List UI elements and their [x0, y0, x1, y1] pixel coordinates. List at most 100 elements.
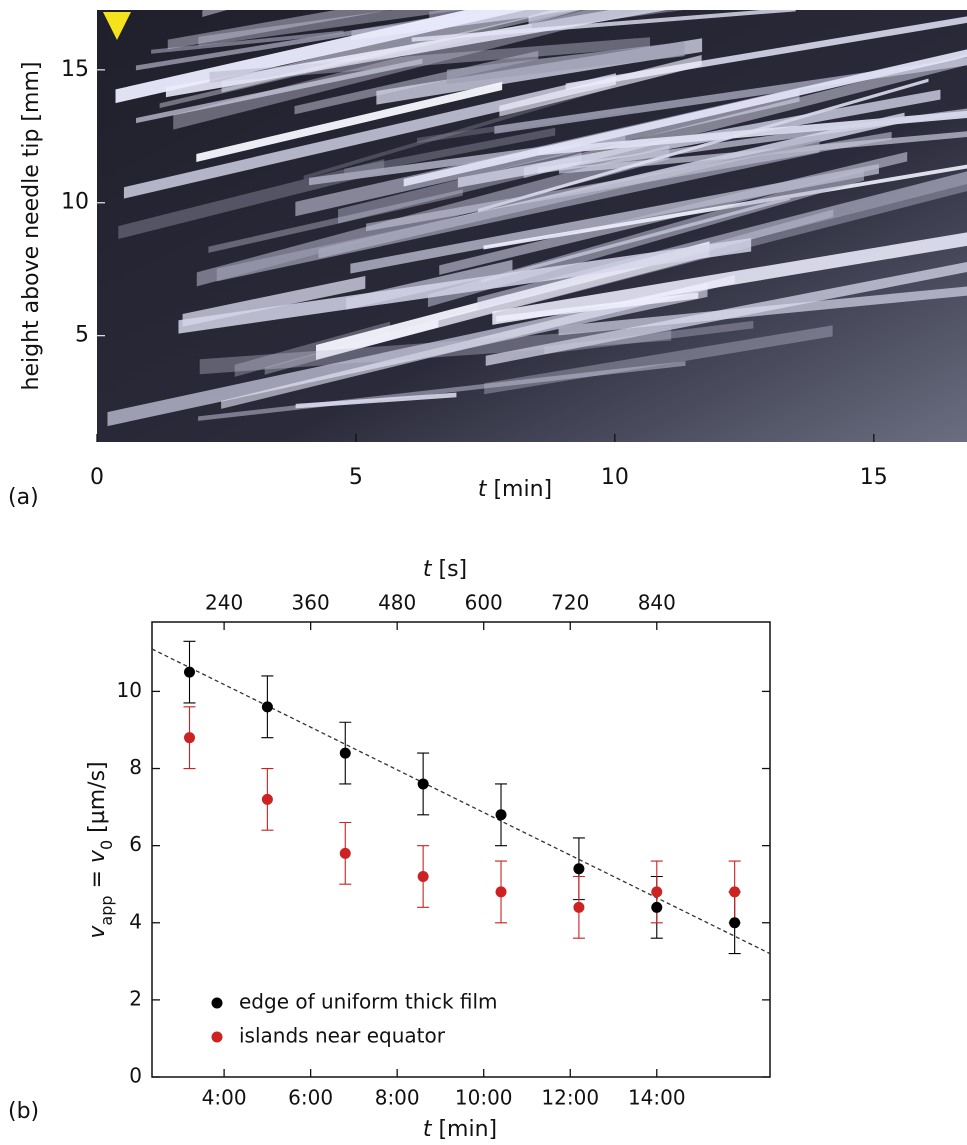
y-label-part: [µm/s] — [85, 761, 110, 839]
data-point — [417, 870, 429, 882]
kymo-band — [344, 127, 556, 177]
y-label-part: = — [85, 863, 110, 895]
kymo-band — [538, 110, 967, 156]
x-tick-label: 12:00 — [541, 1086, 599, 1110]
kymograph-image — [97, 10, 967, 442]
y-tick-label: 0 — [129, 1064, 142, 1088]
y-axis-label: height above needle tip [mm] — [19, 62, 44, 391]
y-tick-label: 6 — [129, 832, 142, 856]
kymo-band — [537, 108, 967, 174]
kymo-band — [221, 10, 563, 93]
data-point — [417, 778, 429, 790]
y-axis-label: vapp = v0 [µm/s] — [85, 761, 116, 938]
y-label-part: v — [85, 925, 110, 939]
y-tick-label: 2 — [129, 986, 142, 1010]
legend-marker — [211, 997, 223, 1009]
kymo-band — [477, 171, 967, 311]
y-tick-label: 10 — [61, 190, 89, 215]
data-point — [495, 886, 507, 898]
legend-label: edge of uniform thick film — [239, 990, 498, 1014]
y-tick-label: 8 — [129, 755, 142, 779]
kymo-band — [429, 10, 487, 19]
kymo-band — [416, 106, 630, 144]
data-point — [339, 847, 351, 859]
kymo-band — [499, 54, 702, 117]
data-point — [183, 666, 195, 678]
data-point — [495, 809, 507, 821]
kymo-band — [295, 392, 457, 409]
kymo-band — [199, 325, 672, 375]
legend-label: islands near equator — [239, 1024, 446, 1048]
fit-line — [151, 648, 771, 955]
x2-tick-label: 840 — [638, 591, 676, 615]
x-axis-label: t [min] — [423, 1117, 497, 1142]
x-tick-label: 15 — [860, 465, 888, 490]
y-tick-label: 10 — [117, 678, 142, 702]
kymo-band — [209, 37, 651, 83]
x-axis-label: t [min] — [478, 477, 552, 502]
kymo-band — [446, 41, 685, 85]
data-point — [183, 732, 195, 744]
data-point — [261, 701, 273, 713]
marker-triangle — [103, 12, 131, 40]
x-label-part: [min] — [431, 1117, 497, 1142]
data-point — [573, 863, 585, 875]
kymo-band — [303, 84, 611, 180]
data-point — [261, 793, 273, 805]
kymo-band — [483, 164, 967, 250]
kymo-band — [366, 131, 892, 232]
kymo-band — [403, 49, 967, 187]
data-point — [651, 886, 663, 898]
y-label-part: 0 — [97, 840, 116, 850]
data-point — [729, 886, 741, 898]
x-label-part: [min] — [486, 477, 552, 502]
x-tick-label: 0 — [90, 465, 104, 490]
x2-label-part: t — [423, 557, 433, 582]
x-label-part: t — [478, 477, 488, 502]
kymo-band — [151, 30, 344, 54]
x2-tick-label: 480 — [378, 591, 416, 615]
x2-tick-label: 720 — [551, 591, 589, 615]
x-label-part: t — [423, 1117, 433, 1142]
x-tick-label: 6:00 — [288, 1086, 333, 1110]
kymo-band — [484, 325, 833, 395]
x2-axis-label: t [s] — [423, 557, 467, 582]
plot-frame — [151, 621, 771, 1078]
x-tick-label: 10 — [601, 465, 629, 490]
kymo-band — [123, 73, 616, 199]
x-tick-label: 5 — [349, 465, 363, 490]
kymo-band — [485, 262, 967, 366]
kymo-band — [196, 81, 503, 163]
legend-marker — [211, 1031, 223, 1043]
data-point — [729, 917, 741, 929]
x2-tick-label: 360 — [292, 591, 330, 615]
kymo-band — [234, 321, 390, 377]
kymo-band — [350, 163, 879, 274]
kymo-band — [492, 232, 967, 325]
data-point — [339, 747, 351, 759]
kymo-band — [481, 196, 791, 283]
kymo-band — [544, 320, 754, 355]
kymo-band — [173, 10, 644, 130]
y-tick-label: 5 — [75, 323, 89, 348]
kymo-band — [208, 189, 463, 253]
kymo-band — [523, 54, 967, 179]
x2-label-part: [s] — [432, 557, 468, 582]
x-tick-label: 10:00 — [455, 1086, 513, 1110]
data-point — [573, 901, 585, 913]
y-tick-label: 15 — [61, 57, 89, 82]
panel-label: (b) — [8, 1099, 39, 1124]
x-tick-label: 8:00 — [375, 1086, 420, 1110]
panel-label: (a) — [8, 485, 39, 510]
kymo-band — [202, 10, 228, 17]
y-label-part: v — [85, 849, 110, 863]
x2-tick-label: 240 — [205, 591, 243, 615]
x-tick-label: 14:00 — [628, 1086, 686, 1110]
x2-tick-label: 600 — [465, 591, 503, 615]
data-point — [651, 901, 663, 913]
y-label-part: app — [97, 895, 116, 925]
kymo-band — [136, 58, 423, 124]
kymo-band — [531, 10, 685, 30]
kymo-band — [178, 238, 752, 334]
